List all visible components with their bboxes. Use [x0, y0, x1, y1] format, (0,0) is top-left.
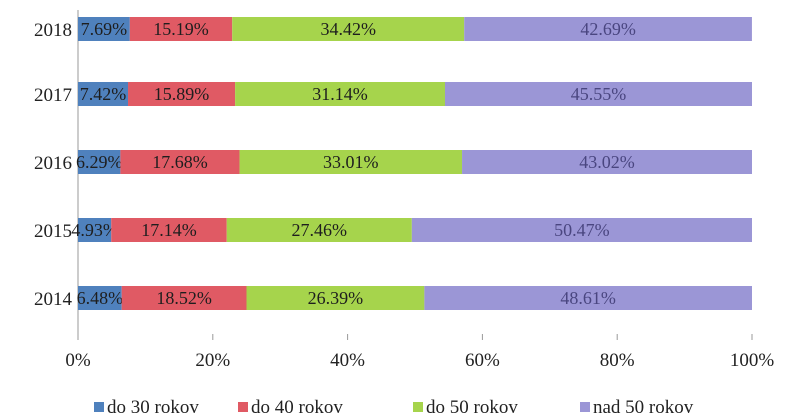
bar-2017-series-1	[78, 82, 129, 106]
bar-2014-series-3	[246, 286, 425, 310]
legend-swatch-series-1	[94, 402, 104, 412]
data-label-2017-series-4: 45.55%	[571, 84, 627, 104]
category-label-2017: 2017	[34, 85, 72, 106]
bar-2015-series-4	[411, 218, 752, 242]
legend-label-series-3: do 50 rokov	[426, 397, 518, 418]
data-label-2014-series-4: 48.61%	[560, 288, 616, 308]
data-label-2016-series-4: 43.02%	[579, 152, 635, 172]
data-label-2015-series-3: 27.46%	[292, 220, 348, 240]
data-label-2018-series-3: 34.42%	[320, 19, 376, 39]
data-label-2017-series-2: 15.89%	[154, 84, 210, 104]
bar-2018-series-2	[129, 17, 233, 41]
data-label-2018-series-2: 15.19%	[153, 19, 209, 39]
x-tick-label-1: 20%	[195, 350, 230, 371]
data-label-2016-series-3: 33.01%	[323, 152, 379, 172]
data-label-2017-series-3: 31.14%	[312, 84, 368, 104]
bar-2014-series-1	[78, 286, 122, 310]
bar-2016-series-4	[462, 150, 752, 174]
bar-2018-series-3	[232, 17, 465, 41]
category-label-2014: 2014	[34, 289, 73, 310]
data-label-2016-series-1: 6.29%	[76, 152, 123, 172]
bar-2017-series-2	[128, 82, 236, 106]
bar-2014-series-2	[121, 286, 247, 310]
legend-swatch-series-3	[413, 402, 423, 412]
data-label-2014-series-1: 6.48%	[77, 288, 124, 308]
x-tick-label-0: 0%	[65, 350, 91, 371]
category-labels: 2018 2017 2016 2015 2014	[34, 20, 73, 310]
x-tick-label-5: 100%	[730, 350, 775, 371]
bar-2018-series-1	[78, 17, 130, 41]
category-label-2018: 2018	[34, 20, 72, 41]
bar-2015-series-3	[226, 218, 412, 242]
bar-2017-series-3	[235, 82, 445, 106]
data-label-2018-series-4: 42.69%	[580, 19, 636, 39]
x-tick-labels: 0% 20% 40% 60% 80% 100%	[65, 334, 774, 371]
data-label-2015-series-2: 17.14%	[141, 220, 197, 240]
bar-2015-series-1	[78, 218, 112, 242]
bar-2014-series-4	[424, 286, 752, 310]
category-label-2016: 2016	[34, 153, 72, 174]
bar-2017-series-4	[444, 82, 752, 106]
legend: do 30 rokov do 40 rokov do 50 rokov nad 50 …	[94, 397, 694, 418]
legend-label-series-4: nad 50 rokov	[593, 397, 694, 418]
legend-swatch-series-4	[580, 402, 590, 412]
category-label-2015: 2015	[34, 221, 72, 242]
data-label-2018-series-1: 7.69%	[81, 19, 128, 39]
bars-group: 7.69% 15.19% 34.42% 42.69% 7.42% 15.89% 31.14%…	[71, 17, 752, 310]
legend-label-series-2: do 40 rokov	[251, 397, 343, 418]
data-label-2015-series-4: 50.47%	[554, 220, 610, 240]
data-label-2016-series-2: 17.68%	[152, 152, 208, 172]
legend-label-series-1: do 30 rokov	[107, 397, 199, 418]
bar-2018-series-4	[464, 17, 752, 41]
bar-2015-series-2	[111, 218, 227, 242]
x-tick-label-3: 60%	[465, 350, 500, 371]
bar-2016-series-1	[78, 150, 121, 174]
data-label-2015-series-1: 4.93%	[71, 220, 118, 240]
bar-2016-series-3	[239, 150, 463, 174]
legend-swatch-series-2	[238, 402, 248, 412]
data-label-2017-series-1: 7.42%	[80, 84, 127, 104]
bar-2016-series-2	[120, 150, 240, 174]
data-label-2014-series-2: 18.52%	[156, 288, 212, 308]
x-tick-label-4: 80%	[600, 350, 635, 371]
data-label-2014-series-3: 26.39%	[308, 288, 364, 308]
x-tick-label-2: 40%	[330, 350, 365, 371]
